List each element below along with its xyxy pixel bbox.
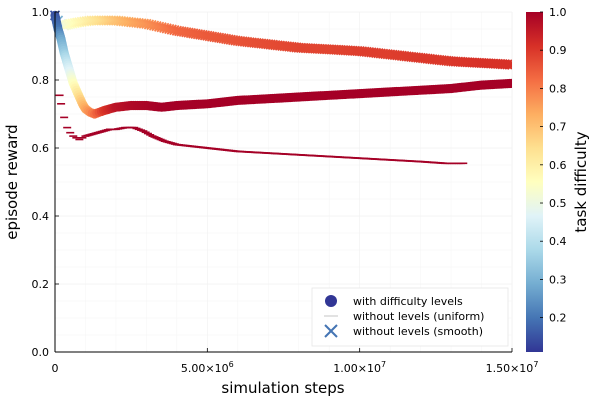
y-ticks: 0.0 0.2 0.4 0.6 0.8 1.0 (32, 6, 59, 359)
series-layer (49, 10, 512, 165)
colorbar-tick-label-4: 0.6 (549, 159, 567, 172)
y-tick-label-1: 0.2 (32, 278, 50, 291)
smooth-point (504, 59, 512, 70)
colorbar-tick-label-8: 1.0 (549, 6, 567, 19)
colorbar-tick-label-5: 0.7 (549, 121, 567, 134)
legend: with difficulty levels without levels (u… (311, 287, 509, 347)
y-tick-label-3: 0.6 (32, 142, 50, 155)
colorbar-label: task difficulty (572, 131, 590, 232)
legend-box (311, 287, 509, 347)
legend-marker-difficulty (325, 295, 337, 307)
x-tick-exponent-1: 6 (229, 360, 234, 369)
colorbar-tick-label-0: 0.2 (549, 312, 567, 325)
x-tick-exponent-2: 7 (381, 360, 386, 369)
x-ticks: 0 5.00×106 1.00×107 1.50×107 (52, 348, 539, 375)
colorbar-tick-label-7: 0.9 (549, 44, 567, 57)
plot-marks (49, 10, 512, 165)
colorbar-tick-label-2: 0.4 (549, 235, 567, 248)
x-tick-label-1: 5.00×106 (181, 360, 234, 375)
x-axis-label: simulation steps (221, 379, 344, 397)
colorbar-tick-label-1: 0.3 (549, 273, 567, 286)
axes (54, 12, 512, 353)
legend-label-smooth: without levels (smooth) (353, 325, 483, 338)
x-tick-label-2: 1.00×107 (333, 360, 386, 375)
smooth-point (506, 59, 512, 70)
colorbar-ticks: 0.2 0.3 0.4 0.5 0.6 0.7 0.8 0.9 1.0 (540, 6, 567, 325)
difficulty-point (507, 78, 512, 88)
y-tick-label-0: 0.0 (32, 346, 50, 359)
legend-label-uniform: without levels (uniform) (353, 310, 484, 323)
colorbar-tick-label-3: 0.5 (549, 197, 567, 210)
y-tick-label-2: 0.4 (32, 210, 50, 223)
series-uniform (55, 94, 468, 165)
y-axis-label: episode reward (3, 124, 21, 239)
x-tick-exponent-3: 7 (533, 360, 538, 369)
legend-marker-smooth (324, 324, 338, 338)
series-smooth (49, 10, 512, 70)
x-tick-label-0: 0 (52, 362, 59, 375)
colorbar-tick-label-6: 0.8 (549, 82, 567, 95)
colorbar (526, 12, 543, 352)
y-tick-label-5: 1.0 (32, 6, 50, 19)
x-tick-label-3: 1.50×107 (486, 360, 539, 375)
legend-label-difficulty: with difficulty levels (353, 295, 463, 308)
y-tick-label-4: 0.8 (32, 74, 50, 87)
series-difficulty (50, 10, 512, 119)
